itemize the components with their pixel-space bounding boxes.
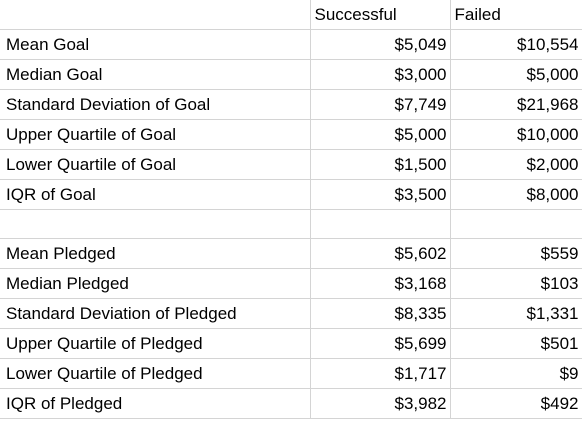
failed-value[interactable]: $559 xyxy=(449,238,582,269)
table-row: Standard Deviation of Goal $7,749 $21,96… xyxy=(0,89,582,120)
successful-value[interactable]: $5,602 xyxy=(309,238,451,269)
blank-cell[interactable] xyxy=(0,209,311,239)
table-row: Mean Pledged $5,602 $559 xyxy=(0,238,582,269)
failed-value[interactable]: $103 xyxy=(449,268,582,299)
table-row: Mean Goal $5,049 $10,554 xyxy=(0,29,582,60)
successful-value[interactable]: $8,335 xyxy=(309,298,451,329)
failed-value[interactable]: $21,968 xyxy=(449,89,582,120)
header-failed[interactable]: Failed xyxy=(449,0,582,30)
row-label[interactable]: Standard Deviation of Pledged xyxy=(0,298,311,329)
row-label[interactable]: Mean Goal xyxy=(0,29,311,60)
table-row: Lower Quartile of Goal $1,500 $2,000 xyxy=(0,149,582,180)
row-label[interactable]: Mean Pledged xyxy=(0,238,311,269)
successful-value[interactable]: $1,500 xyxy=(309,149,451,180)
header-empty-cell[interactable] xyxy=(0,0,311,30)
successful-value[interactable]: $5,699 xyxy=(309,328,451,359)
table-row: Upper Quartile of Pledged $5,699 $501 xyxy=(0,328,582,359)
blank-cell[interactable] xyxy=(449,209,582,239)
failed-value[interactable]: $492 xyxy=(449,388,582,419)
table-row: Upper Quartile of Goal $5,000 $10,000 xyxy=(0,119,582,150)
failed-value[interactable]: $10,554 xyxy=(449,29,582,60)
table-row: Standard Deviation of Pledged $8,335 $1,… xyxy=(0,298,582,329)
table-row: IQR of Pledged $3,982 $492 xyxy=(0,388,582,419)
row-label[interactable]: Lower Quartile of Pledged xyxy=(0,358,311,389)
table-row: Median Pledged $3,168 $103 xyxy=(0,268,582,299)
blank-cell[interactable] xyxy=(309,209,451,239)
table-row: Median Goal $3,000 $5,000 xyxy=(0,59,582,90)
header-successful[interactable]: Successful xyxy=(309,0,451,30)
successful-value[interactable]: $1,717 xyxy=(309,358,451,389)
successful-value[interactable]: $3,982 xyxy=(309,388,451,419)
table-row: IQR of Goal $3,500 $8,000 xyxy=(0,179,582,210)
failed-value[interactable]: $8,000 xyxy=(449,179,582,210)
row-label[interactable]: IQR of Goal xyxy=(0,179,311,210)
blank-row xyxy=(0,209,582,239)
failed-value[interactable]: $2,000 xyxy=(449,149,582,180)
row-label[interactable]: Median Goal xyxy=(0,59,311,90)
failed-value[interactable]: $1,331 xyxy=(449,298,582,329)
failed-value[interactable]: $9 xyxy=(449,358,582,389)
successful-value[interactable]: $5,049 xyxy=(309,29,451,60)
successful-value[interactable]: $3,168 xyxy=(309,268,451,299)
successful-value[interactable]: $5,000 xyxy=(309,119,451,150)
row-label[interactable]: IQR of Pledged xyxy=(0,388,311,419)
row-label[interactable]: Upper Quartile of Pledged xyxy=(0,328,311,359)
row-label[interactable]: Upper Quartile of Goal xyxy=(0,119,311,150)
failed-value[interactable]: $501 xyxy=(449,328,582,359)
successful-value[interactable]: $7,749 xyxy=(309,89,451,120)
row-label[interactable]: Median Pledged xyxy=(0,268,311,299)
failed-value[interactable]: $10,000 xyxy=(449,119,582,150)
row-label[interactable]: Lower Quartile of Goal xyxy=(0,149,311,180)
successful-value[interactable]: $3,500 xyxy=(309,179,451,210)
header-row: Successful Failed xyxy=(0,0,582,30)
successful-value[interactable]: $3,000 xyxy=(309,59,451,90)
table-row: Lower Quartile of Pledged $1,717 $9 xyxy=(0,358,582,389)
failed-value[interactable]: $5,000 xyxy=(449,59,582,90)
row-label[interactable]: Standard Deviation of Goal xyxy=(0,89,311,120)
